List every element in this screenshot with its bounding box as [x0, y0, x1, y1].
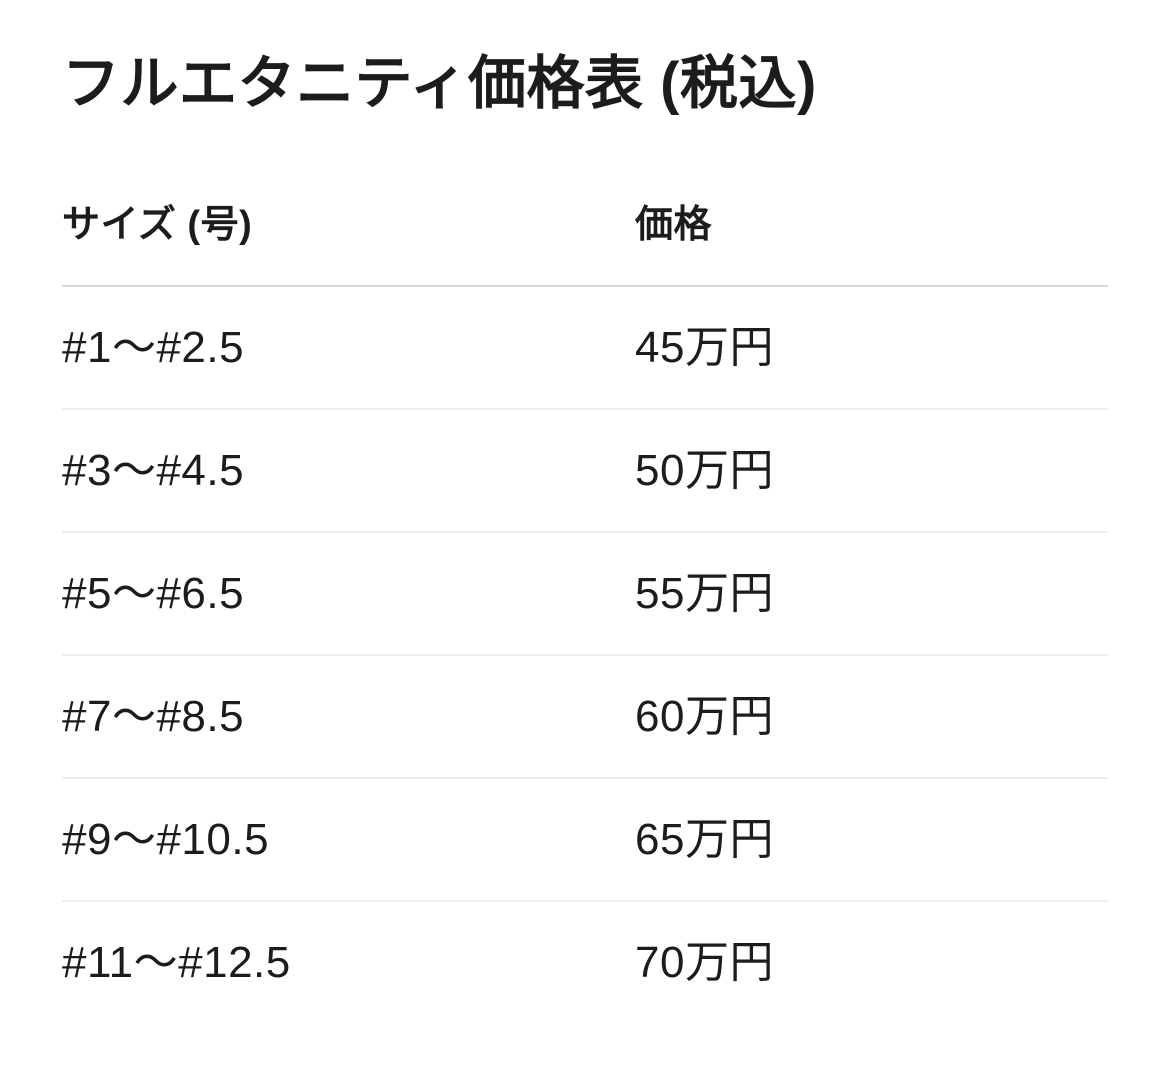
size-cell: #9〜#10.5 [62, 814, 270, 864]
page-title: フルエタニティ価格表 (税込) [62, 51, 817, 116]
price-cell: 45万円 [635, 322, 774, 372]
size-cell: #11〜#12.5 [62, 937, 291, 987]
price-cell: 60万円 [635, 691, 774, 741]
table-row: #7〜#8.5 60万円 [62, 656, 1108, 779]
price-cell: 55万円 [635, 568, 774, 618]
size-cell: #3〜#4.5 [62, 445, 245, 495]
table-row: #5〜#6.5 55万円 [62, 533, 1108, 656]
size-cell: #7〜#8.5 [62, 691, 245, 741]
size-cell: #5〜#6.5 [62, 568, 245, 618]
page: フルエタニティ価格表 (税込) サイズ (号) 価格 #1〜#2.5 45万円 … [0, 44, 1170, 1023]
price-cell: 70万円 [635, 937, 774, 987]
price-table: サイズ (号) 価格 #1〜#2.5 45万円 #3〜#4.5 50万円 #5〜… [62, 124, 1108, 1023]
table-row: #3〜#4.5 50万円 [62, 410, 1108, 533]
table-row: #9〜#10.5 65万円 [62, 779, 1108, 902]
price-cell: 50万円 [635, 445, 774, 495]
table-row: #11〜#12.5 70万円 [62, 902, 1108, 1023]
column-header-price: 価格 [635, 204, 713, 246]
column-header-size: サイズ (号) [62, 204, 253, 246]
price-cell: 65万円 [635, 814, 774, 864]
size-cell: #1〜#2.5 [62, 322, 245, 372]
price-table-header-row: サイズ (号) 価格 [62, 124, 1108, 287]
table-row: #1〜#2.5 45万円 [62, 287, 1108, 410]
